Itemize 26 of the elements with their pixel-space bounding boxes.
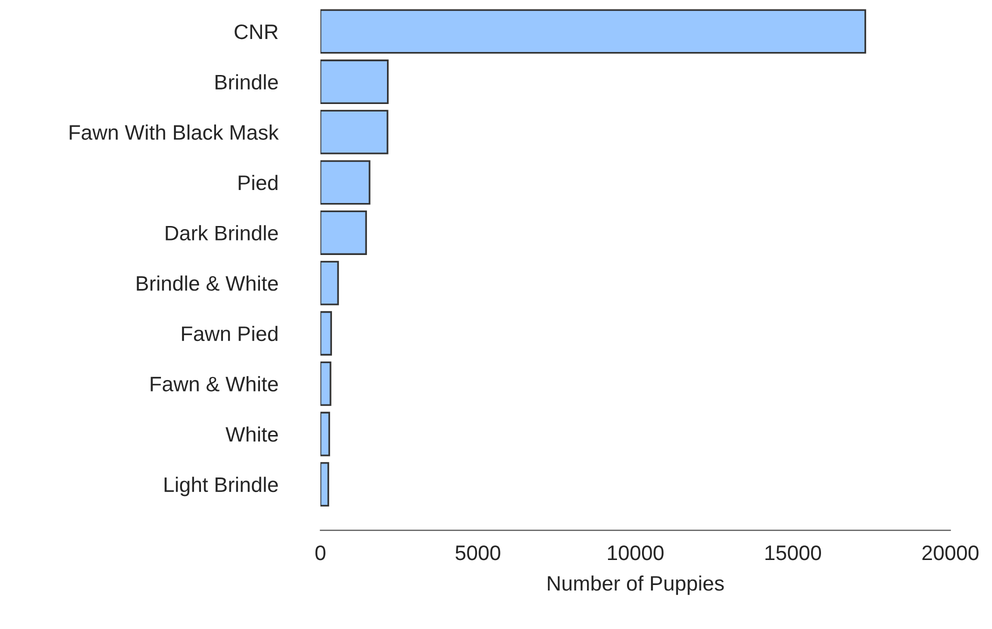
y-tick-label: Dark Brindle (166, 225, 278, 240)
bar (320, 210, 367, 255)
bar (320, 462, 330, 507)
x-tick-label: 0 (315, 545, 326, 560)
x-axis-title: Number of Puppies (548, 575, 724, 595)
bar (320, 260, 339, 306)
y-tick-label: Light Brindle (164, 476, 278, 496)
x-tick-label: 10000 (608, 545, 664, 560)
y-tick-label: Pied (238, 174, 278, 190)
y-tick-label: Brindle & White (136, 276, 278, 291)
x-tick-label: 5000 (456, 545, 500, 560)
bar (320, 9, 866, 54)
y-tick-label: CNR (234, 24, 278, 40)
bar (320, 110, 388, 154)
y-tick-label: Brindle (216, 74, 278, 90)
y-tick-label: White (226, 426, 278, 442)
x-tick-label: 20000 (922, 545, 978, 560)
y-tick-label: Fawn Pied (182, 326, 278, 342)
y-tick-label: Fawn & White (150, 376, 278, 392)
x-tick-label: 15000 (765, 545, 822, 560)
bar (320, 361, 332, 406)
bar (320, 311, 332, 356)
y-tick-label: Fawn With Black Mask (70, 124, 279, 140)
bar (320, 160, 370, 205)
bar (320, 412, 330, 456)
bar (320, 60, 389, 104)
